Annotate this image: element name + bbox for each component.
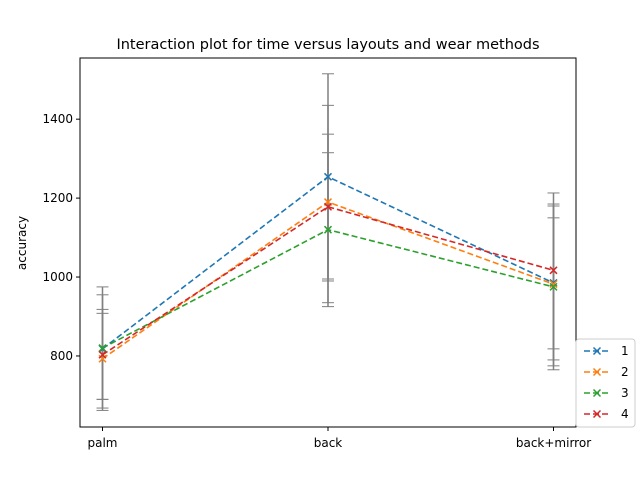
legend-item-4: 4 [584, 407, 629, 421]
chart-title: Interaction plot for time versus layouts… [116, 37, 539, 53]
error-bars [96, 73, 560, 411]
error-bar [96, 312, 109, 400]
data-point-series-1 [323, 172, 333, 181]
y-tick-label: 800 [50, 349, 73, 363]
x-tick-label: palm [88, 436, 118, 450]
data-point-series-4 [98, 350, 107, 359]
legend-marker [592, 367, 602, 377]
legend-item-2: 2 [584, 365, 629, 379]
y-axis-ticks: 800 1000 1200 1400 [42, 112, 80, 363]
legend-label: 2 [621, 365, 629, 379]
data-point-series-4 [323, 202, 333, 211]
data-point-series-3 [98, 344, 107, 353]
data-point-series-3 [549, 282, 558, 291]
legend-marker [592, 388, 602, 398]
y-axis-label: accuracy [15, 216, 29, 270]
legend-marker [592, 346, 602, 356]
data-point-series-2 [549, 280, 558, 289]
legend-marker [592, 409, 602, 419]
legend-item-1: 1 [584, 344, 629, 358]
legend: 1 2 3 4 [575, 338, 636, 428]
legend-label: 4 [621, 407, 629, 421]
x-axis-ticks: palm back back+mirror [88, 427, 591, 450]
y-tick-label: 1400 [42, 112, 73, 126]
legend-frame [575, 338, 636, 428]
data-point-series-4 [549, 266, 558, 275]
x-tick-label: back+mirror [516, 436, 591, 450]
series-line-4 [102, 205, 554, 356]
y-tick-label: 1000 [42, 270, 73, 284]
series-markers [98, 172, 558, 363]
x-tick-label: back [314, 436, 343, 450]
legend-item-3: 3 [584, 386, 629, 400]
data-point-series-3 [323, 225, 333, 234]
y-tick-label: 1200 [42, 191, 73, 205]
legend-label: 1 [621, 344, 629, 358]
legend-label: 3 [621, 386, 629, 400]
